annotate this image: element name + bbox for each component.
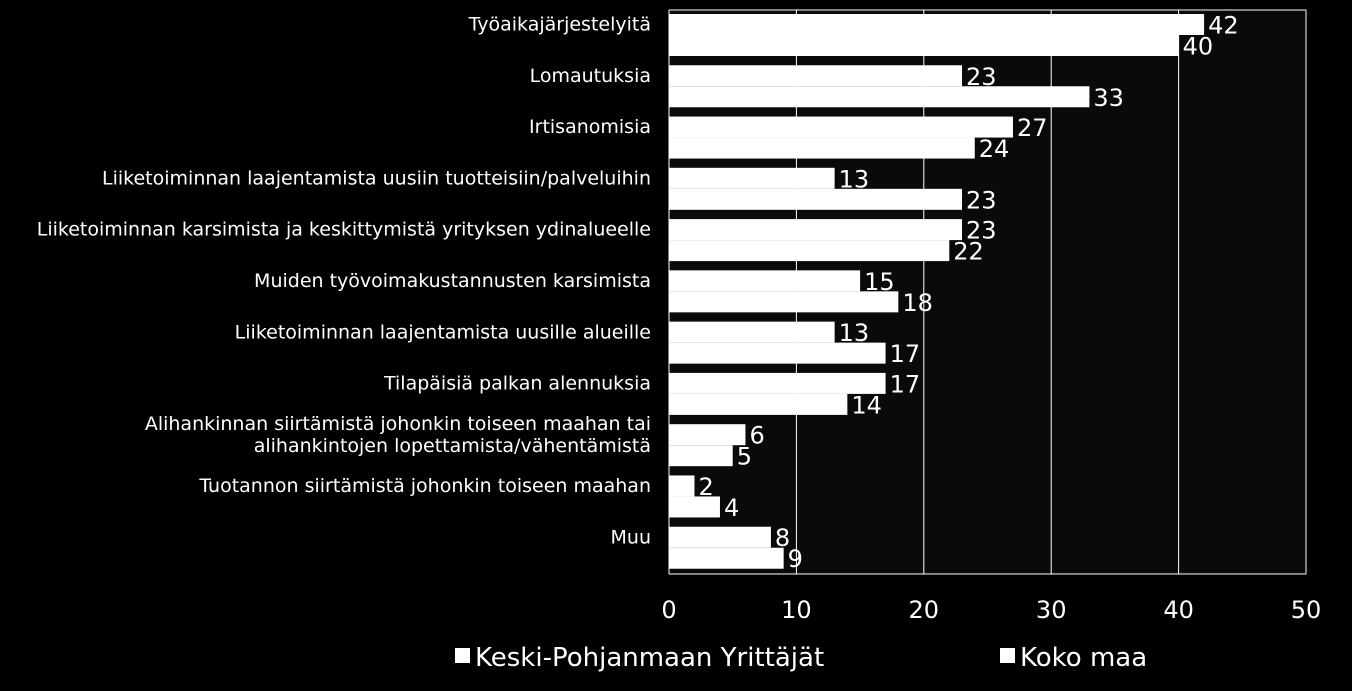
x-tick-label: 10 — [781, 596, 812, 624]
category-label: Liiketoiminnan laajentamista uusille alu… — [235, 321, 651, 343]
bar-keski-pohjanmaa — [669, 65, 963, 87]
x-tick-label: 50 — [1291, 596, 1322, 624]
x-axis-ticks: 0 10 20 30 40 50 — [661, 596, 1321, 624]
bar-keski-pohjanmaa — [669, 167, 835, 189]
data-label: 13 — [839, 165, 870, 193]
data-label: 13 — [839, 319, 870, 347]
bar-koko-maa — [669, 342, 886, 364]
bar-koko-maa — [669, 445, 733, 467]
data-label: 27 — [1017, 114, 1048, 142]
category-label: Lomautuksia — [530, 65, 651, 87]
data-label: 22 — [953, 238, 984, 266]
bar-keski-pohjanmaa — [669, 270, 861, 292]
x-tick-label: 0 — [661, 596, 676, 624]
x-tick-label: 30 — [1036, 596, 1067, 624]
category-label: Alihankinnan siirtämistä johonkin toisee… — [145, 413, 651, 435]
category-label: alihankintojen lopettamista/vähentämistä — [254, 435, 651, 457]
bar-koko-maa — [669, 137, 975, 159]
data-label: 18 — [902, 289, 933, 317]
category-label: Liiketoiminnan laajentamista uusiin tuot… — [102, 167, 651, 189]
bar-keski-pohjanmaa — [669, 424, 746, 446]
data-label: 23 — [966, 186, 997, 214]
bar-koko-maa — [669, 86, 1090, 108]
category-label: Muiden työvoimakustannusten karsimista — [254, 270, 651, 292]
bar-keski-pohjanmaa — [669, 526, 771, 548]
bar-koko-maa — [669, 393, 848, 415]
category-label: Tuotannon siirtämistä johonkin toiseen m… — [198, 475, 651, 497]
bars — [669, 14, 1205, 569]
x-tick-label: 20 — [909, 596, 940, 624]
category-label: Liiketoiminnan karsimista ja keskittymis… — [37, 219, 651, 241]
bar-koko-maa — [669, 35, 1179, 56]
data-label: 14 — [851, 391, 882, 419]
x-tick-label: 40 — [1163, 596, 1194, 624]
data-label: 33 — [1093, 84, 1124, 112]
bar-keski-pohjanmaa — [669, 475, 695, 497]
bar-keski-pohjanmaa — [669, 321, 835, 343]
bar-koko-maa — [669, 188, 963, 210]
legend-label: Koko maa — [1020, 643, 1147, 673]
category-label: Tilapäisiä palkan alennuksia — [383, 373, 651, 395]
data-label: 2 — [698, 473, 713, 501]
data-label: 23 — [966, 217, 997, 245]
data-label: 6 — [749, 422, 764, 450]
legend-label: Keski-Pohjanmaan Yrittäjät — [475, 643, 824, 673]
data-label: 17 — [890, 340, 921, 368]
data-label: 40 — [1183, 33, 1214, 61]
legend-swatch — [455, 648, 470, 663]
bar-koko-maa — [669, 240, 950, 262]
bar-koko-maa — [669, 496, 720, 518]
bar-koko-maa — [669, 291, 899, 313]
data-label: 24 — [979, 135, 1010, 163]
category-label: Työaikajärjestelyitä — [468, 14, 651, 36]
data-label: 15 — [864, 268, 895, 296]
data-label: 17 — [890, 370, 921, 398]
data-label: 8 — [775, 524, 790, 552]
bar-keski-pohjanmaa — [669, 116, 1013, 138]
data-label: 5 — [737, 443, 752, 471]
legend: Keski-Pohjanmaan Yrittäjät Koko maa — [455, 643, 1147, 673]
data-label: 23 — [966, 63, 997, 91]
data-label: 42 — [1208, 12, 1239, 40]
data-label: 4 — [724, 494, 739, 522]
bar-koko-maa — [669, 547, 784, 569]
bar-keski-pohjanmaa — [669, 14, 1205, 35]
bar-keski-pohjanmaa — [669, 372, 886, 394]
data-label: 9 — [788, 545, 803, 573]
legend-swatch — [1000, 648, 1015, 663]
category-labels: Työaikajärjestelyitä Lomautuksia Irtisanom… — [37, 14, 651, 549]
bar-keski-pohjanmaa — [669, 219, 963, 241]
category-label: Irtisanomisia — [529, 116, 651, 138]
category-label: Muu — [611, 526, 651, 548]
